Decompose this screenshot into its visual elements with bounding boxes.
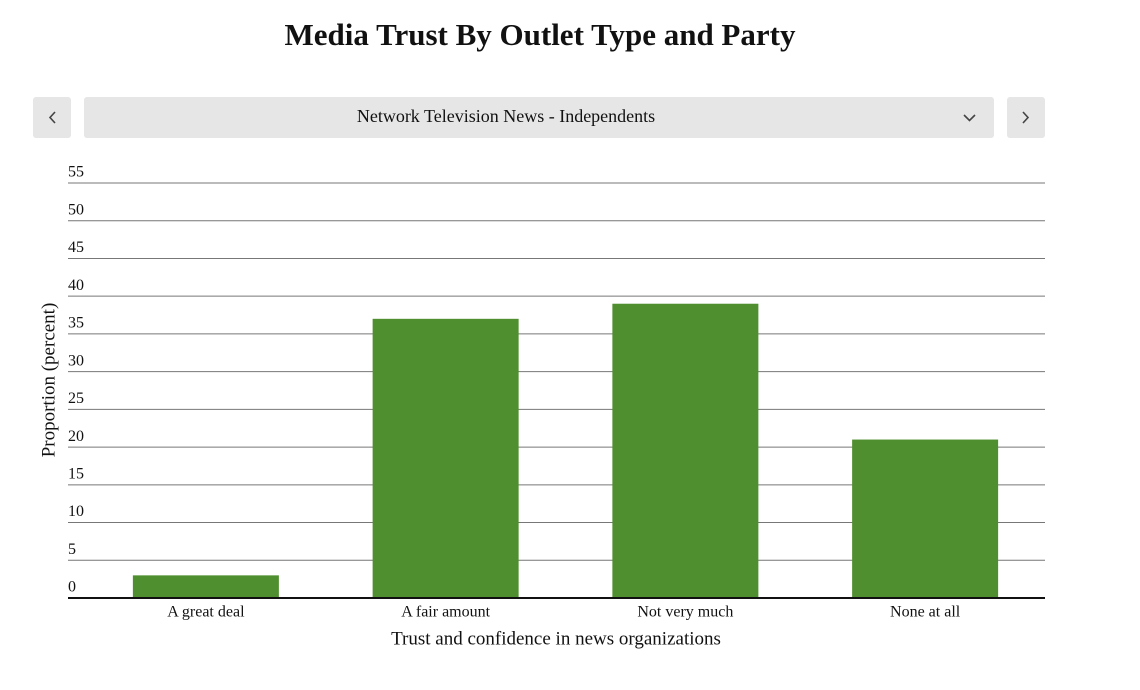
y-tick-label: 45 bbox=[68, 239, 84, 256]
x-axis-label: Trust and confidence in news organizatio… bbox=[391, 628, 721, 649]
bar bbox=[612, 303, 759, 598]
x-tick-label: None at all bbox=[890, 604, 961, 621]
y-tick-label: 55 bbox=[68, 164, 84, 181]
y-tick-label: 50 bbox=[68, 201, 84, 218]
next-button[interactable] bbox=[1007, 97, 1045, 138]
dataset-select[interactable]: Network Television News - Independents bbox=[84, 97, 994, 138]
next-button-bg[interactable] bbox=[1007, 97, 1045, 138]
select-chevron[interactable] bbox=[963, 114, 976, 122]
prev-button-bg[interactable] bbox=[33, 97, 71, 138]
y-tick-label: 30 bbox=[68, 352, 84, 369]
y-tick-label: 40 bbox=[68, 277, 84, 294]
prev-button[interactable] bbox=[33, 97, 71, 138]
y-tick-label: 35 bbox=[68, 315, 84, 332]
bar bbox=[372, 318, 519, 598]
y-tick-label: 5 bbox=[68, 541, 76, 558]
bar bbox=[852, 439, 999, 598]
select-value[interactable]: Network Television News - Independents bbox=[357, 106, 655, 126]
y-tick-label: 25 bbox=[68, 390, 84, 407]
y-tick-label: 15 bbox=[68, 465, 84, 482]
x-tick-label: A great deal bbox=[167, 604, 245, 621]
chart-title: Media Trust By Outlet Type and Party bbox=[285, 17, 796, 52]
y-tick-label: 10 bbox=[68, 503, 84, 520]
prev-icon[interactable] bbox=[48, 111, 56, 124]
select-bg[interactable] bbox=[84, 97, 994, 138]
x-tick-label: A fair amount bbox=[401, 604, 490, 621]
next-icon[interactable] bbox=[1022, 111, 1030, 124]
y-tick-label: 20 bbox=[68, 428, 84, 445]
y-axis-label: Proportion (percent) bbox=[38, 303, 59, 458]
bar bbox=[132, 575, 279, 598]
x-tick-label: Not very much bbox=[637, 604, 733, 621]
y-tick-label: 0 bbox=[68, 579, 76, 596]
